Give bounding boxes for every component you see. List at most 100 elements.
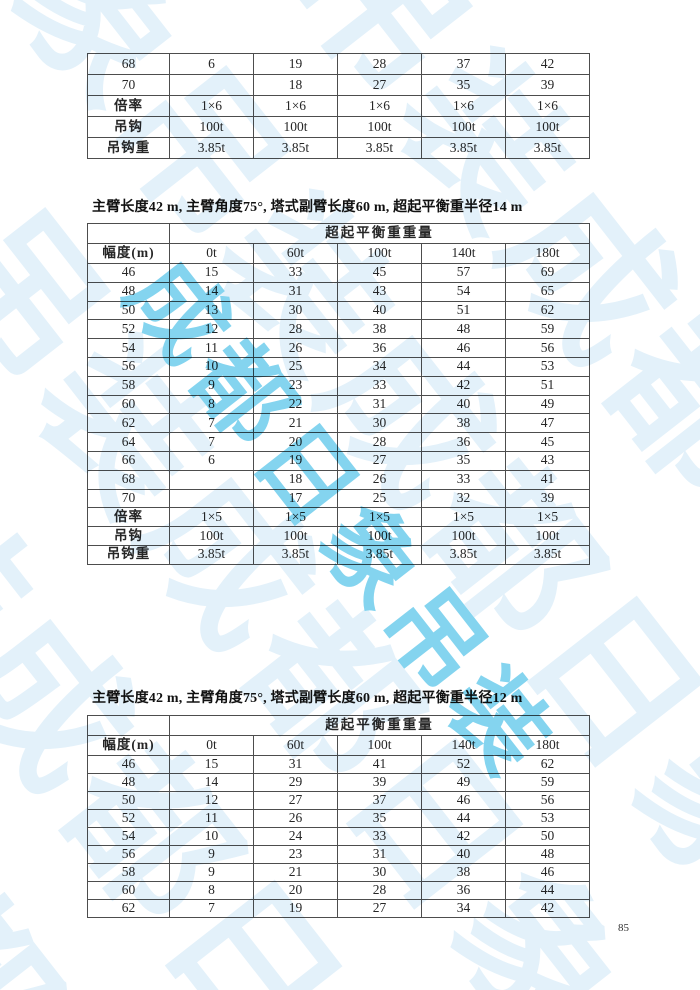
value-cell: 3.85t <box>337 544 422 565</box>
value-cell: 1×5 <box>253 507 338 528</box>
table-row: 56 10 25 34 44 53 <box>87 356 591 377</box>
row-header-cell: 62 <box>87 899 170 918</box>
column-header: 60t <box>253 243 338 264</box>
row-header-cell: 62 <box>87 413 170 434</box>
value-cell: 62 <box>504 300 591 321</box>
column-header: 100t <box>337 243 422 264</box>
row-header-cell: 64 <box>87 432 170 452</box>
value-cell: 1×6 <box>337 95 422 117</box>
row-header-cell: 50 <box>87 791 170 810</box>
value-cell: 44 <box>421 356 506 377</box>
table-row: 吊钩重 3.85t 3.85t 3.85t 3.85t 3.85t <box>87 544 591 565</box>
row-header-cell: 60 <box>87 394 170 415</box>
value-cell: 1×5 <box>421 507 506 528</box>
value-cell: 6 <box>169 450 254 471</box>
table-row: 倍率 1×6 1×6 1×6 1×6 1×6 <box>87 95 590 117</box>
value-cell: 46 <box>421 338 506 358</box>
value-cell: 100t <box>337 526 422 546</box>
value-cell: 42 <box>504 899 591 918</box>
table-row: 50 13 30 40 51 62 <box>87 300 591 321</box>
value-cell: 6 <box>169 53 254 75</box>
value-cell: 69 <box>504 263 591 283</box>
value-cell: 100t <box>253 526 338 546</box>
page-number: 85 <box>618 922 629 934</box>
value-cell: 48 <box>504 845 591 864</box>
value-cell: 50 <box>504 827 591 846</box>
corner-cell <box>87 223 170 244</box>
value-cell: 8 <box>169 394 254 415</box>
value-cell: 100t <box>253 116 338 138</box>
row-header-cell: 50 <box>87 300 170 321</box>
value-cell <box>169 469 254 490</box>
value-cell: 13 <box>169 300 254 321</box>
value-cell: 12 <box>169 319 254 340</box>
hook-spec-table: 68 6 19 28 37 42 70 18 27 35 39 倍率 1×6 1×6 1×6 1×6 1×6 吊钩… <box>87 53 590 159</box>
value-cell: 30 <box>337 413 422 434</box>
value-cell: 20 <box>253 881 338 900</box>
table-row: 70 17 25 32 39 <box>87 488 591 509</box>
value-cell: 24 <box>253 827 338 846</box>
column-header: 180t <box>504 735 591 756</box>
row-header-cell: 70 <box>87 488 170 509</box>
section-heading-12m: 主臂长度42 m, 主臂角度75°, 塔式副臂长度60 m, 超起平衡重半径12… <box>92 691 523 706</box>
table-span-header-row: 超起平衡重重量 <box>87 715 591 736</box>
value-cell: 44 <box>421 809 506 828</box>
table-row: 62 7 21 30 38 47 <box>87 413 591 434</box>
span-header: 超起平衡重重量 <box>168 223 591 244</box>
table-row: 68 6 19 28 37 42 <box>87 53 590 75</box>
value-cell: 1×6 <box>505 95 590 117</box>
row-header-cell: 60 <box>87 881 170 900</box>
table-row: 58 9 23 33 42 51 <box>87 375 591 396</box>
column-header: 幅度(m) <box>87 243 170 264</box>
value-cell: 1×5 <box>337 507 422 528</box>
row-header-cell: 46 <box>87 755 170 774</box>
value-cell: 34 <box>337 356 422 377</box>
row-header-cell: 66 <box>87 450 170 471</box>
value-cell: 29 <box>253 773 338 792</box>
row-header-cell: 吊钩重 <box>87 137 170 159</box>
value-cell: 19 <box>253 450 338 471</box>
value-cell: 56 <box>504 791 591 810</box>
value-cell: 31 <box>253 755 338 774</box>
value-cell: 100t <box>421 116 506 138</box>
value-cell: 20 <box>253 432 338 452</box>
value-cell: 7 <box>169 413 254 434</box>
value-cell: 100t <box>504 526 591 546</box>
value-cell: 100t <box>169 116 254 138</box>
value-cell: 49 <box>504 394 591 415</box>
row-header-cell: 58 <box>87 375 170 396</box>
table-row: 46 15 33 45 57 69 <box>87 263 591 283</box>
value-cell: 11 <box>169 338 254 358</box>
value-cell: 62 <box>504 755 591 774</box>
value-cell: 9 <box>169 375 254 396</box>
value-cell: 39 <box>337 773 422 792</box>
table-row: 60 8 22 31 40 49 <box>87 394 591 415</box>
value-cell: 7 <box>169 432 254 452</box>
value-cell: 36 <box>337 338 422 358</box>
value-cell: 9 <box>169 863 254 882</box>
value-cell: 59 <box>504 319 591 340</box>
value-cell: 9 <box>169 845 254 864</box>
value-cell: 45 <box>337 263 422 283</box>
value-cell: 38 <box>337 319 422 340</box>
value-cell: 40 <box>421 845 506 864</box>
table-row: 68 18 26 33 41 <box>87 469 591 490</box>
value-cell: 37 <box>337 791 422 810</box>
value-cell: 33 <box>337 375 422 396</box>
value-cell: 3.85t <box>169 137 254 159</box>
table-column-header-row: 幅度(m) 0t 60t 100t 140t 180t <box>87 735 591 756</box>
value-cell: 37 <box>421 53 506 75</box>
value-cell: 17 <box>253 488 338 509</box>
value-cell: 21 <box>253 413 338 434</box>
value-cell: 33 <box>253 263 338 283</box>
value-cell: 46 <box>421 791 506 810</box>
value-cell: 1×5 <box>504 507 591 528</box>
value-cell: 35 <box>421 74 506 96</box>
table-row: 56 9 23 31 40 48 <box>87 845 591 864</box>
value-cell: 30 <box>253 300 338 321</box>
value-cell: 47 <box>504 413 591 434</box>
table-row: 50 12 27 37 46 56 <box>87 791 591 810</box>
corner-cell <box>87 715 170 736</box>
value-cell: 32 <box>421 488 506 509</box>
